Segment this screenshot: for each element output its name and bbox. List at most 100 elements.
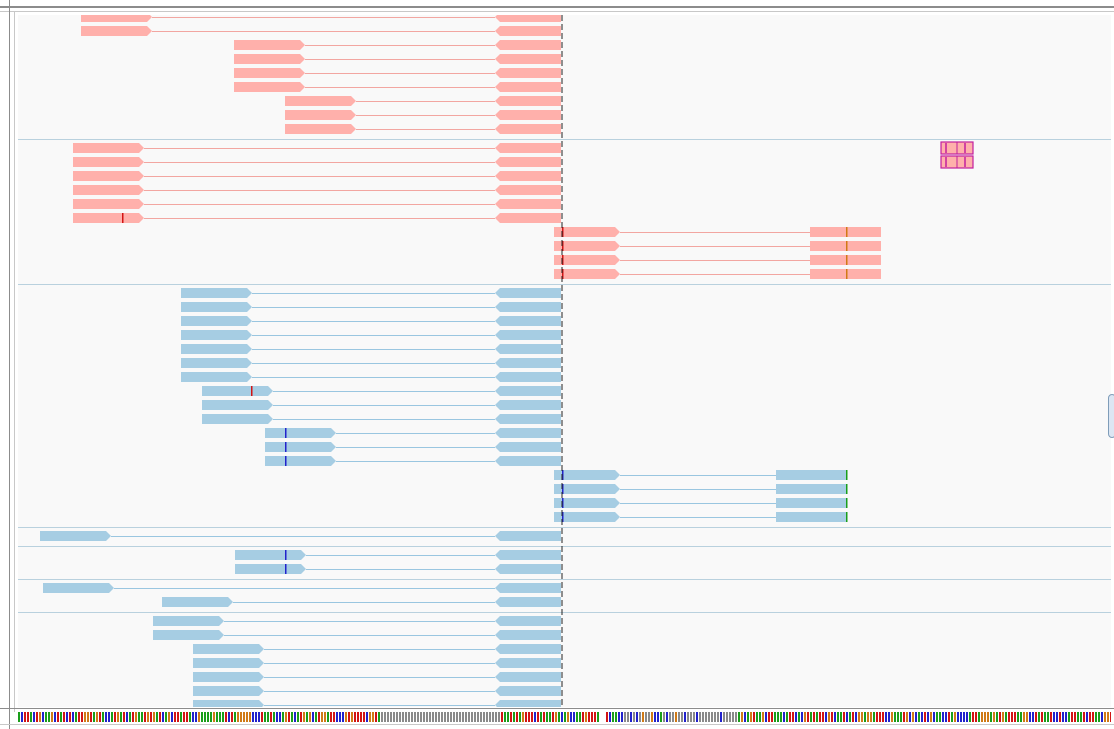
reference-base bbox=[771, 712, 773, 722]
mismatch-mark bbox=[562, 484, 564, 494]
reference-base bbox=[612, 712, 614, 722]
read-right-mate bbox=[495, 143, 561, 153]
reference-base bbox=[558, 712, 560, 722]
read-right-mate bbox=[495, 15, 561, 22]
read-right-mate bbox=[495, 185, 561, 195]
read-left-mate bbox=[235, 550, 306, 560]
reference-base bbox=[174, 712, 176, 722]
reference-base bbox=[858, 712, 860, 722]
reference-base bbox=[186, 712, 188, 722]
reference-base bbox=[498, 712, 500, 722]
read-left-mate bbox=[285, 124, 356, 134]
read-right-mate bbox=[495, 316, 561, 326]
reference-base bbox=[312, 712, 314, 722]
reference-base bbox=[117, 712, 119, 722]
read-left-mate bbox=[193, 700, 264, 707]
read-right-mate bbox=[495, 124, 561, 134]
reference-base bbox=[762, 712, 764, 722]
reference-base bbox=[24, 712, 26, 722]
reference-base bbox=[78, 712, 80, 722]
reference-base bbox=[1005, 712, 1007, 722]
read-left-mate bbox=[202, 414, 273, 424]
reference-base bbox=[42, 712, 44, 722]
reference-base bbox=[411, 712, 413, 722]
scrollbar-thumb-icon[interactable] bbox=[1108, 394, 1114, 438]
reference-base bbox=[663, 712, 665, 722]
read-right-mate bbox=[495, 157, 561, 167]
read-alignment-track[interactable] bbox=[18, 15, 1111, 707]
reference-base bbox=[714, 712, 716, 722]
reference-base bbox=[819, 712, 821, 722]
reference-base bbox=[585, 712, 587, 722]
reference-base bbox=[681, 712, 683, 722]
reference-base bbox=[48, 712, 50, 722]
read-right-mate bbox=[495, 616, 561, 626]
reference-base bbox=[147, 712, 149, 722]
reference-base bbox=[168, 712, 170, 722]
reference-base bbox=[807, 712, 809, 722]
reference-base bbox=[906, 712, 908, 722]
reference-base bbox=[501, 712, 503, 722]
reference-base bbox=[321, 712, 323, 722]
reference-base bbox=[234, 712, 236, 722]
read-right-mate bbox=[495, 550, 561, 560]
reference-base bbox=[705, 712, 707, 722]
reference-base bbox=[936, 712, 938, 722]
reference-base bbox=[297, 712, 299, 722]
reference-base bbox=[1020, 712, 1022, 722]
reference-base bbox=[729, 712, 731, 722]
reference-base bbox=[276, 712, 278, 722]
reference-base bbox=[651, 712, 653, 722]
reference-base bbox=[198, 712, 200, 722]
reference-base bbox=[1101, 712, 1103, 722]
read-left-mate bbox=[73, 199, 144, 209]
reference-base bbox=[948, 712, 950, 722]
reference-base bbox=[90, 712, 92, 722]
reference-base bbox=[786, 712, 788, 722]
reference-base bbox=[990, 712, 992, 722]
reference-base bbox=[264, 712, 266, 722]
reference-base bbox=[780, 712, 782, 722]
read-left-mate bbox=[554, 227, 620, 237]
reference-base bbox=[837, 712, 839, 722]
reference-base bbox=[231, 712, 233, 722]
reference-base bbox=[531, 712, 533, 722]
read-left-mate bbox=[153, 616, 224, 626]
reference-base bbox=[465, 712, 467, 722]
reference-base bbox=[561, 712, 563, 722]
reference-base bbox=[72, 712, 74, 722]
reference-base bbox=[1011, 712, 1013, 722]
reference-base bbox=[288, 712, 290, 722]
reference-base bbox=[246, 712, 248, 722]
reference-base bbox=[552, 712, 554, 722]
reference-base bbox=[342, 712, 344, 722]
read-right-mate bbox=[495, 456, 561, 466]
reference-base bbox=[924, 712, 926, 722]
reference-base bbox=[861, 712, 863, 722]
reference-base bbox=[966, 712, 968, 722]
read-right-mate bbox=[495, 414, 561, 424]
reference-base bbox=[822, 712, 824, 722]
read-right-mate bbox=[495, 564, 561, 574]
read-right-mate bbox=[495, 672, 561, 682]
reference-base bbox=[27, 712, 29, 722]
reference-base bbox=[1029, 712, 1031, 722]
reference-base bbox=[477, 712, 479, 722]
reference-base bbox=[513, 712, 515, 722]
mismatch-mark bbox=[846, 227, 848, 237]
reference-base bbox=[459, 712, 461, 722]
read-left-mate bbox=[554, 498, 620, 508]
top-border-inner bbox=[0, 11, 1114, 12]
reference-base bbox=[39, 712, 41, 722]
reference-base bbox=[255, 712, 257, 722]
reference-base bbox=[402, 712, 404, 722]
reference-base bbox=[783, 712, 785, 722]
read-right-mate bbox=[495, 644, 561, 654]
reference-base bbox=[885, 712, 887, 722]
reference-base bbox=[243, 712, 245, 722]
reference-base bbox=[576, 712, 578, 722]
mismatch-mark bbox=[846, 484, 848, 494]
reference-base bbox=[471, 712, 473, 722]
reference-base bbox=[624, 712, 626, 722]
reference-base bbox=[156, 712, 158, 722]
